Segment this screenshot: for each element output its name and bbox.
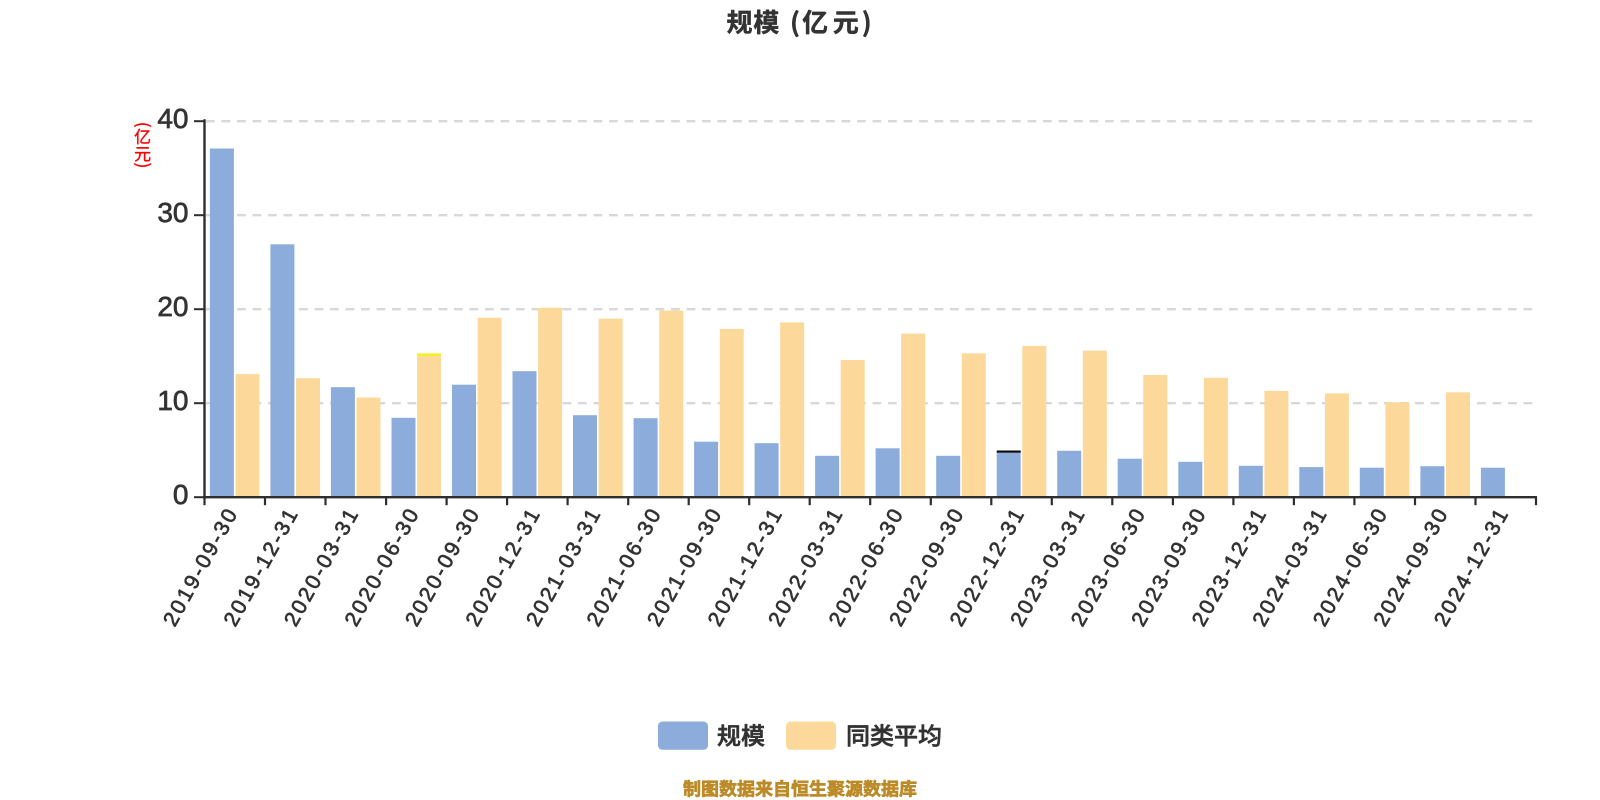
svg-text:10: 10 [157, 385, 188, 416]
svg-text:30: 30 [157, 197, 188, 228]
svg-text:0: 0 [173, 479, 189, 510]
svg-text:40: 40 [157, 103, 188, 134]
svg-text:20: 20 [157, 291, 188, 322]
